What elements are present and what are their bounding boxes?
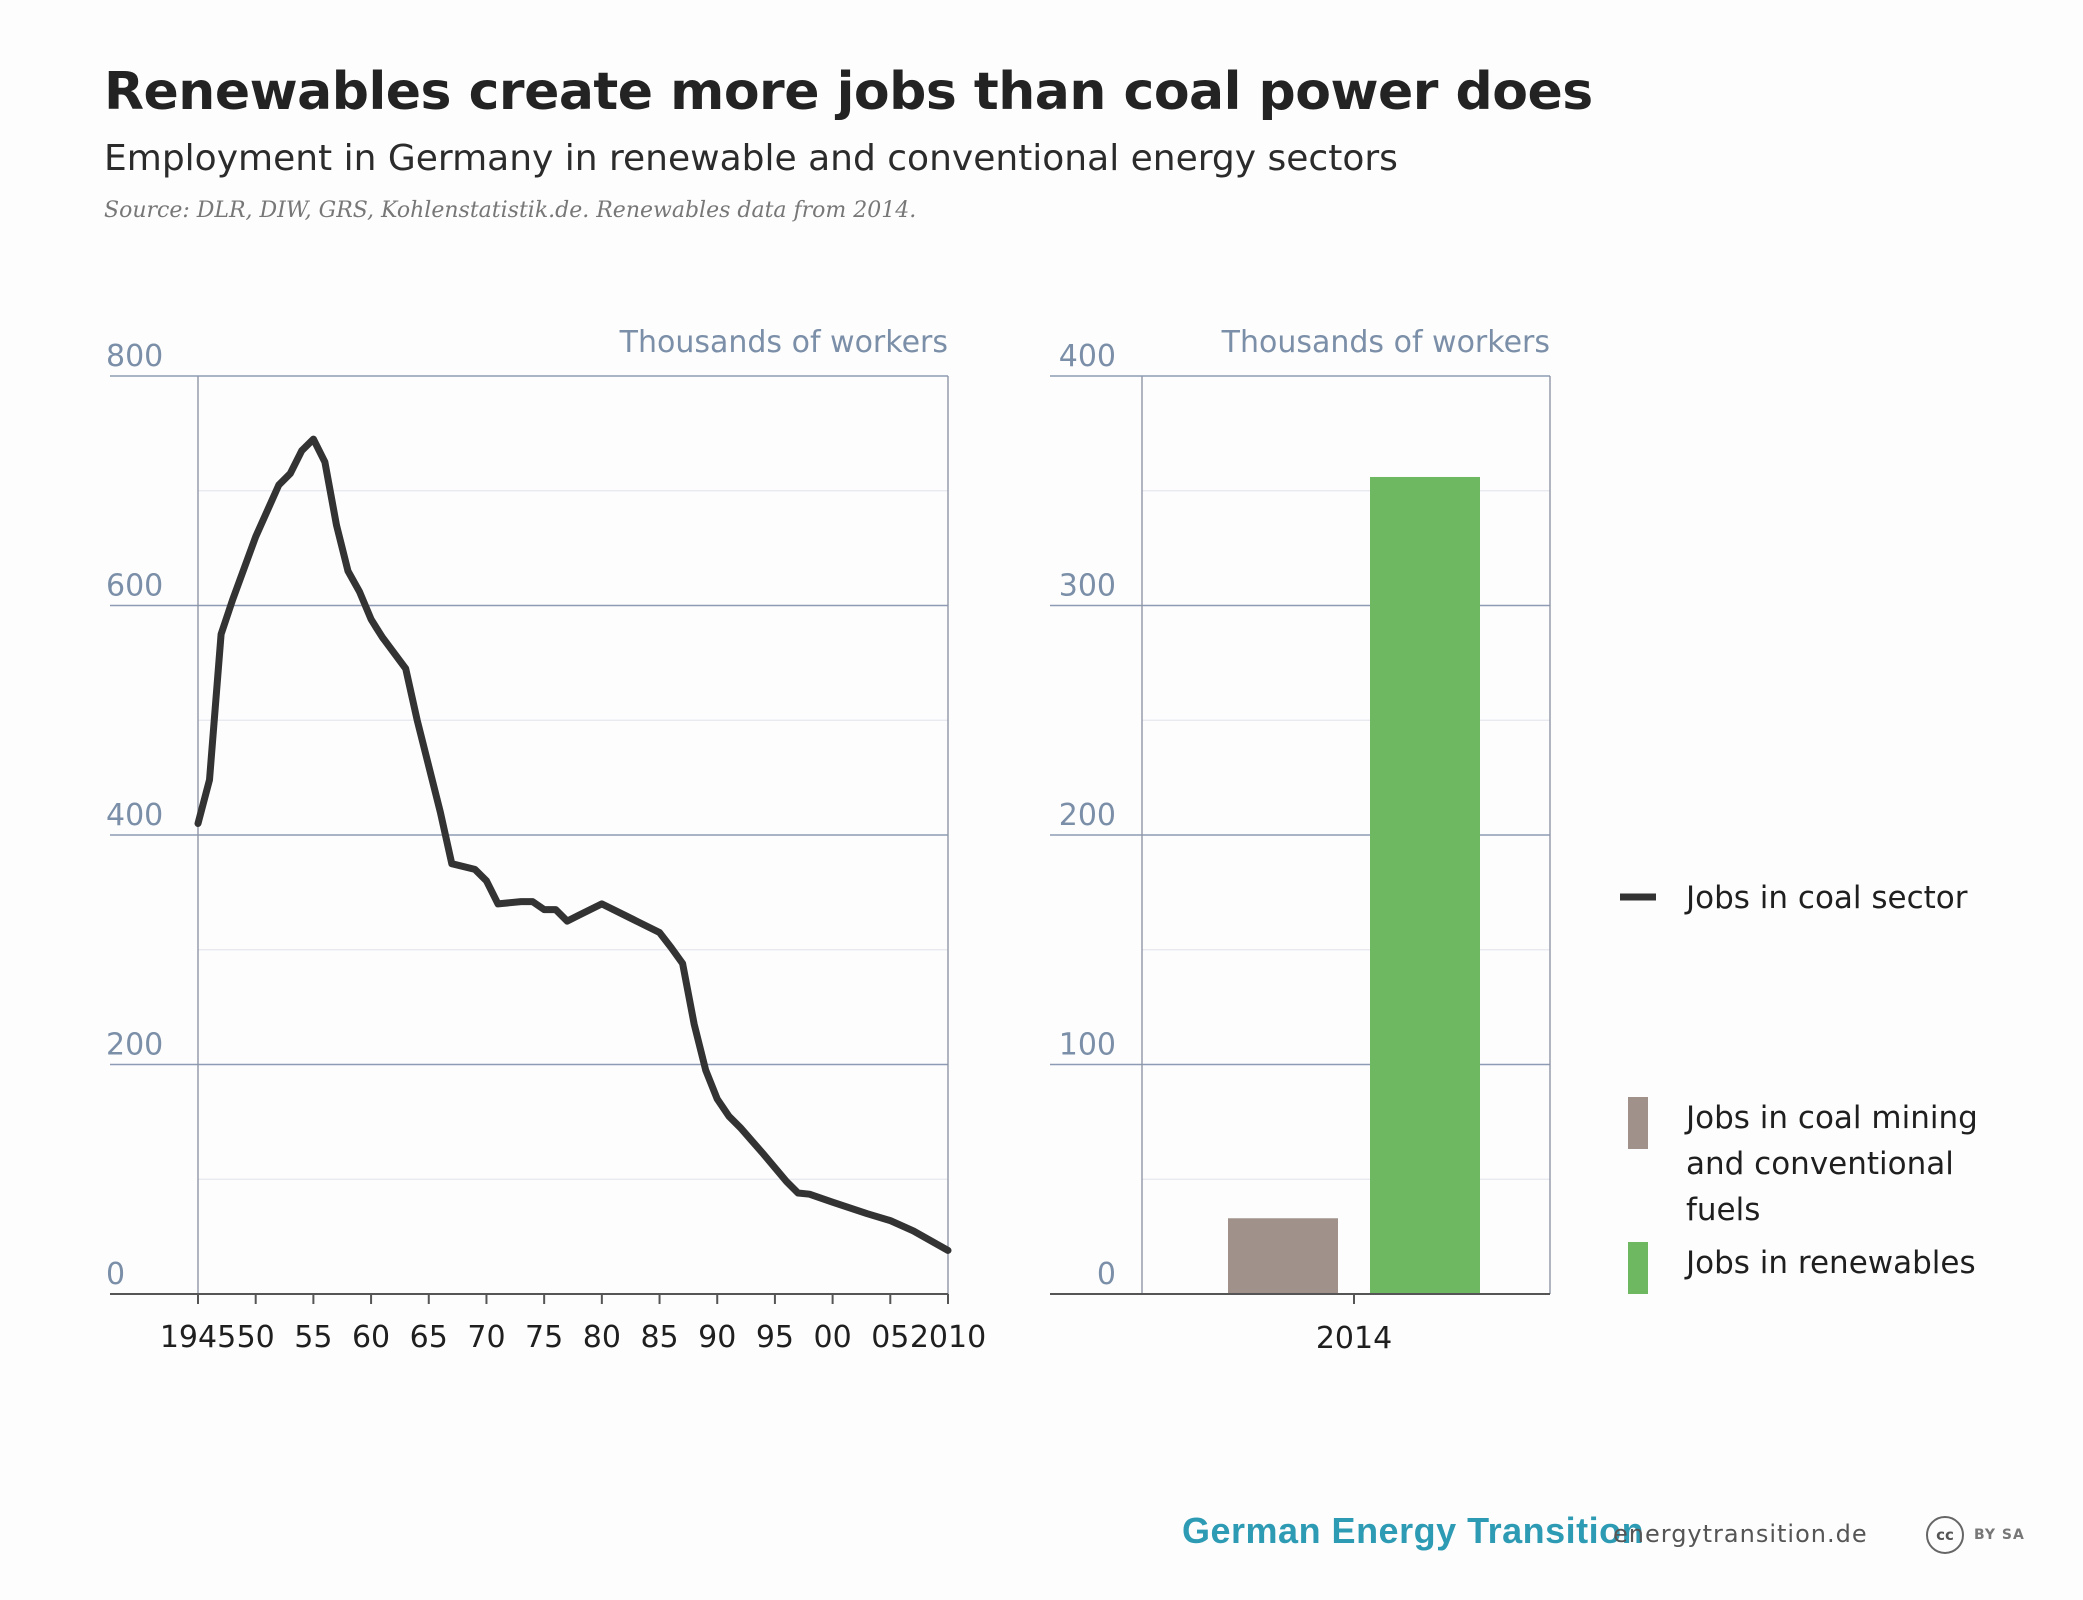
source-note: Source: DLR, DIW, GRS, Kohlenstatistik.d…	[104, 198, 917, 223]
legend-label: Jobs in renewables	[1684, 1245, 1976, 1281]
legend-box-swatch	[1628, 1097, 1648, 1149]
right-y-axis-label: Thousands of workers	[1221, 325, 1550, 360]
left-y-tick-label: 600	[106, 569, 163, 604]
renewables-bar	[1370, 476, 1480, 1295]
license-text: BY SA	[1974, 1527, 2025, 1543]
license-badge: cc BY SA	[1926, 1516, 2025, 1554]
left-x-tick-label: 00	[814, 1320, 852, 1355]
left-y-tick-label: 400	[106, 798, 163, 833]
right-x-tick-label: 2014	[1316, 1321, 1392, 1356]
left-x-tick-label: 05	[871, 1320, 909, 1355]
left-y-tick-label: 0	[106, 1257, 125, 1292]
legend-box-swatch	[1628, 1242, 1648, 1294]
left-y-axis-label: Thousands of workers	[619, 325, 948, 360]
left-x-tick-label: 50	[237, 1320, 275, 1355]
left-x-tick-label: 60	[352, 1320, 390, 1355]
brand-logo: German Energy Transition	[1182, 1510, 1645, 1551]
left-x-tick-label: 95	[756, 1320, 794, 1355]
legend-label: fuels	[1686, 1192, 1760, 1228]
right-y-tick-label: 200	[1059, 798, 1116, 833]
left-x-tick-label: 2010	[910, 1320, 986, 1355]
left-x-tick-label: 90	[698, 1320, 736, 1355]
coal-mining-bar	[1228, 1218, 1338, 1294]
chart-subtitle: Employment in Germany in renewable and c…	[104, 138, 1398, 179]
left-x-tick-label: 55	[294, 1320, 332, 1355]
left-x-tick-label: 1945	[160, 1320, 236, 1355]
chart-title: Renewables create more jobs than coal po…	[104, 62, 1593, 122]
legend-label: Jobs in coal sector	[1684, 880, 1968, 916]
site-link[interactable]: energytransition.de	[1613, 1520, 1868, 1548]
right-y-tick-label: 300	[1059, 569, 1116, 604]
right-y-tick-label: 400	[1059, 339, 1116, 374]
right-y-tick-label: 100	[1059, 1028, 1116, 1063]
legend-label: Jobs in coal mining	[1684, 1100, 1978, 1136]
left-x-tick-label: 75	[525, 1320, 563, 1355]
left-x-tick-label: 70	[467, 1320, 505, 1355]
coal-sector-line	[194, 435, 952, 1254]
right-y-tick-label: 0	[1097, 1257, 1116, 1292]
left-y-tick-label: 200	[106, 1028, 163, 1063]
left-x-tick-label: 65	[410, 1320, 448, 1355]
left-x-tick-label: 85	[640, 1320, 678, 1355]
left-x-tick-label: 80	[583, 1320, 621, 1355]
creative-commons-icon: cc	[1926, 1516, 1964, 1554]
left-y-tick-label: 800	[106, 339, 163, 374]
legend-label: and conventional	[1686, 1146, 1954, 1182]
